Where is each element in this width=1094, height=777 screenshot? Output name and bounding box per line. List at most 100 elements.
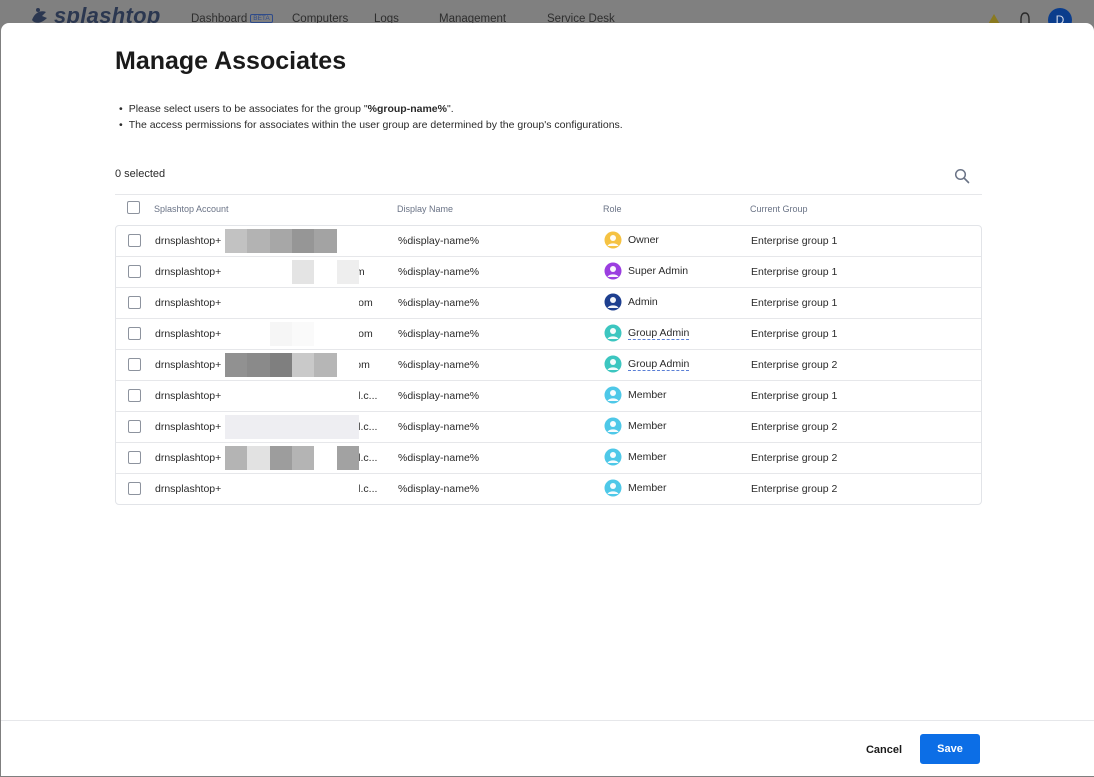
dialog-title: Manage Associates [115,47,347,75]
current-group-cell: Enterprise group 2 [751,483,838,495]
table-row[interactable]: drnsplashtop+ ail.c... %display-name% Me… [116,474,981,504]
table-row[interactable]: drnsplashtop+ om %display-name% Super Ad… [116,257,981,288]
row-checkbox[interactable] [128,482,141,495]
account-prefix: drnsplashtop+ [155,390,222,402]
group-name-placeholder: %group-name% [367,103,447,115]
current-group-cell: Enterprise group 1 [751,235,838,247]
manage-associates-dialog: Manage Associates Please select users to… [1,23,1094,776]
display-name-cell: %display-name% [398,328,480,340]
table-header: Splashtop Account Display Name Role Curr… [115,194,982,225]
account-prefix: drnsplashtop+ [155,328,222,340]
row-checkbox[interactable] [128,389,141,402]
row-checkbox[interactable] [128,327,141,340]
member-icon [604,386,622,404]
display-name-cell: %display-name% [398,452,480,464]
group-admin-icon [604,355,622,373]
column-header-role[interactable]: Role [603,204,622,214]
role-cell: Member [604,448,667,466]
table-row[interactable]: drnsplashtop+ %display-name% Owner Enter… [116,226,981,257]
group-admin-icon [604,324,622,342]
cancel-button[interactable]: Cancel [857,737,911,763]
redaction-mask [225,260,359,284]
column-header-account[interactable]: Splashtop Account [154,204,229,214]
redaction-mask [225,229,359,253]
current-group-cell: Enterprise group 1 [751,390,838,402]
current-group-cell: Enterprise group 2 [751,359,838,371]
associates-table: drnsplashtop+ %display-name% Owner Enter… [115,225,982,505]
search-icon[interactable] [954,168,970,184]
account-prefix: drnsplashtop+ [155,297,222,309]
current-group-cell: Enterprise group 1 [751,328,838,340]
table-row[interactable]: drnsplashtop+ ail.c... %display-name% Me… [116,412,981,443]
nav-computers[interactable]: Computers [292,13,349,25]
role-cell: Member [604,417,667,435]
column-header-current-group[interactable]: Current Group [750,204,808,214]
instructions-list: Please select users to be associates for… [119,101,623,133]
member-icon [604,417,622,435]
display-name-cell: %display-name% [398,297,480,309]
role-label[interactable]: Group Admin [628,357,690,371]
row-checkbox[interactable] [128,296,141,309]
redaction-mask [225,384,359,408]
role-label: Super Admin [628,265,689,277]
instruction-item: Please select users to be associates for… [119,101,623,117]
owner-icon [604,231,622,249]
role-label: Member [628,389,667,401]
display-name-cell: %display-name% [398,266,480,278]
redaction-mask [225,477,359,501]
account-cell: drnsplashtop+ [155,235,385,249]
row-checkbox[interactable] [128,265,141,278]
current-group-cell: Enterprise group 1 [751,266,838,278]
row-checkbox[interactable] [128,420,141,433]
role-label: Member [628,482,667,494]
redaction-mask [225,353,359,377]
role-label: Admin [628,296,658,308]
current-group-cell: Enterprise group 1 [751,297,838,309]
nav-management[interactable]: Management [439,13,507,25]
role-label: Member [628,420,667,432]
admin-icon [604,293,622,311]
display-name-cell: %display-name% [398,390,480,402]
table-row[interactable]: drnsplashtop+ ail.c... %display-name% Me… [116,443,981,474]
beta-badge: BETA [250,14,273,23]
instruction-text-end: ". [446,103,454,115]
row-checkbox[interactable] [128,451,141,464]
table-row[interactable]: drnsplashtop+ com %display-name% Group A… [116,350,981,381]
display-name-cell: %display-name% [398,359,480,371]
nav-logs[interactable]: Logs [374,13,399,25]
role-cell: Super Admin [604,262,688,280]
account-prefix: drnsplashtop+ [155,452,222,464]
nav-service-desk[interactable]: Service Desk [547,13,615,25]
row-checkbox[interactable] [128,234,141,247]
redaction-mask [225,291,359,315]
display-name-cell: %display-name% [398,235,480,247]
role-cell: Group Admin [604,324,690,342]
super-admin-icon [604,262,622,280]
account-prefix: drnsplashtop+ [155,421,222,433]
role-label[interactable]: Group Admin [628,326,690,340]
selected-count: 0 selected [115,168,166,180]
column-header-display-name[interactable]: Display Name [397,204,454,214]
current-group-cell: Enterprise group 2 [751,421,838,433]
splashtop-logo-icon [32,8,47,23]
row-checkbox[interactable] [128,358,141,371]
display-name-cell: %display-name% [398,421,480,433]
dialog-footer: Cancel Save [1,720,1094,777]
table-row[interactable]: drnsplashtop+ ail.c... %display-name% Me… [116,381,981,412]
account-prefix: drnsplashtop+ [155,266,222,278]
nav-dashboard[interactable]: Dashboard BETA [191,13,273,25]
role-label: Member [628,451,667,463]
account-prefix: drnsplashtop+ [155,359,222,371]
table-row[interactable]: drnsplashtop+ .com %display-name% Group … [116,319,981,350]
member-icon [604,448,622,466]
table-row[interactable]: drnsplashtop+ .com %display-name% Admin … [116,288,981,319]
role-cell: Owner [604,231,659,249]
save-button[interactable]: Save [920,734,980,764]
display-name-cell: %display-name% [398,483,480,495]
role-cell: Member [604,386,667,404]
redaction-mask [225,446,359,470]
role-cell: Group Admin [604,355,690,373]
nav-dashboard-label: Dashboard [191,13,248,25]
current-group-cell: Enterprise group 2 [751,452,838,464]
select-all-checkbox[interactable] [127,201,140,214]
